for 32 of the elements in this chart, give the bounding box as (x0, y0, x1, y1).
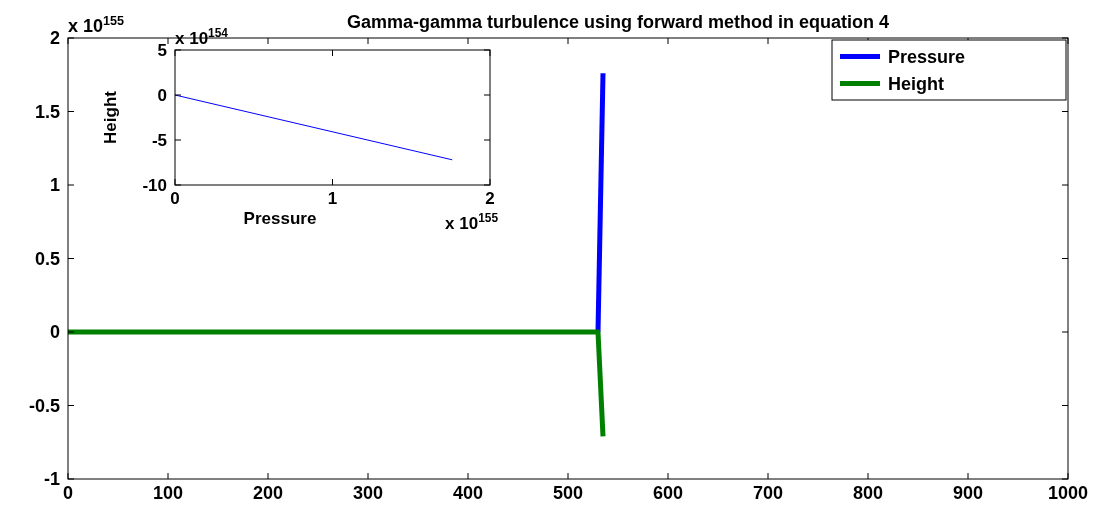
y-tick-label: -5 (151, 130, 167, 150)
text: x 10$^{155}$ (68, 14, 125, 36)
annotation: x 10$^{155}$ (445, 211, 499, 234)
x-axis-title: Pressure (243, 209, 317, 229)
x-tick-label: 1 (327, 189, 338, 208)
x-tick-label: 400 (452, 483, 484, 503)
y-tick-label: -10 (142, 175, 167, 195)
chart-title: Gamma-gamma turbulence using forward method in equation 4 (346, 12, 890, 32)
y-tick-label: 2 (49, 28, 60, 49)
annotation: x 10$^{154}$ (175, 26, 229, 48)
y-tick-label: 0 (157, 85, 167, 105)
x-tick-label: 100 (152, 483, 184, 503)
y-tick-label: -1 (43, 469, 60, 490)
x-tick-label: 0 (62, 483, 74, 503)
y-tick-label: -0.5 (28, 395, 60, 416)
y-axis-title: Height (100, 90, 120, 144)
x-tick-label: 800 (852, 483, 884, 503)
y-tick-label: 5 (157, 40, 167, 60)
y-tick-label: 0 (49, 322, 60, 343)
x-tick-label: 700 (752, 483, 784, 503)
x-tick-label: 2 (485, 189, 495, 208)
y-tick-label: 0.5 (34, 248, 60, 269)
legend-label: Pressure (888, 46, 966, 67)
x-tick-label: 300 (352, 483, 384, 503)
y-tick-label: 1.5 (34, 101, 60, 122)
x-tick-label: 200 (252, 483, 284, 503)
x-tick-label: 1000 (1047, 483, 1089, 503)
x-tick-label: 0 (170, 189, 180, 208)
x-tick-label: 600 (652, 483, 684, 503)
x-tick-label: 900 (952, 483, 984, 503)
x-tick-label: 500 (552, 483, 584, 503)
legend-label: Height (888, 73, 944, 94)
